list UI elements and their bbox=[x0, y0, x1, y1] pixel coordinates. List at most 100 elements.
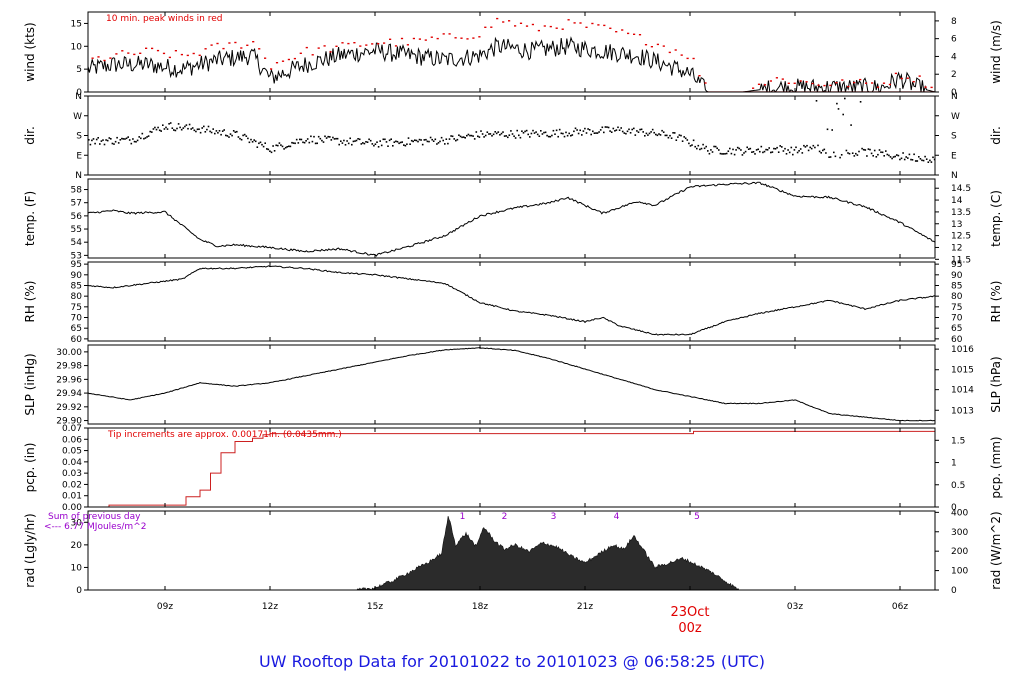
dir-point bbox=[500, 132, 503, 135]
dir-point bbox=[921, 159, 923, 162]
dir-point bbox=[590, 133, 592, 136]
dir-point bbox=[451, 135, 454, 138]
dir-point bbox=[851, 152, 854, 154]
dir-point bbox=[751, 151, 753, 153]
dir-point bbox=[368, 138, 370, 141]
dir-point bbox=[850, 124, 852, 126]
dir-point bbox=[284, 146, 287, 149]
peak-mark bbox=[281, 60, 285, 62]
dir-point bbox=[193, 129, 196, 132]
dir-point bbox=[810, 147, 813, 150]
dir-point bbox=[812, 144, 815, 147]
peak-mark bbox=[555, 27, 558, 29]
dir-point bbox=[604, 126, 607, 128]
dir-point bbox=[796, 151, 799, 154]
dir-point bbox=[253, 139, 255, 141]
dir-point bbox=[696, 147, 698, 150]
dir-point bbox=[886, 153, 889, 156]
dir-point bbox=[428, 140, 430, 143]
left-tick-label: 55 bbox=[71, 225, 82, 235]
left-tick-label: 29.92 bbox=[56, 403, 82, 413]
peak-mark bbox=[412, 37, 415, 40]
left-tick-label: 57 bbox=[71, 199, 82, 209]
dir-point bbox=[777, 151, 780, 153]
dir-point bbox=[833, 151, 835, 154]
peak-mark bbox=[763, 84, 767, 86]
dir-point bbox=[308, 141, 311, 144]
dir-point bbox=[431, 138, 433, 141]
peak-mark bbox=[847, 85, 850, 88]
dir-point bbox=[310, 135, 312, 138]
annotation-pcp: Tip increments are approx. 0.00171in. (0… bbox=[107, 430, 342, 440]
dir-point bbox=[618, 129, 621, 131]
dir-point bbox=[248, 141, 251, 144]
dir-point bbox=[450, 135, 452, 137]
dir-point bbox=[117, 142, 120, 144]
peak-mark bbox=[561, 28, 564, 30]
dir-point bbox=[916, 160, 919, 162]
dir-point bbox=[760, 145, 763, 148]
dir-point bbox=[763, 150, 766, 153]
dir-point bbox=[864, 149, 867, 151]
dir-point bbox=[313, 135, 315, 138]
left-tick-label: S bbox=[76, 132, 82, 142]
dir-point bbox=[900, 157, 903, 160]
dir-point bbox=[793, 149, 796, 151]
dir-point bbox=[730, 152, 733, 155]
dir-point bbox=[623, 132, 626, 134]
dir-point bbox=[221, 130, 224, 132]
dir-point bbox=[125, 137, 128, 140]
left-tick-label: 56 bbox=[71, 212, 83, 222]
series-line-wind bbox=[88, 36, 935, 92]
dir-point bbox=[217, 132, 219, 134]
dir-point bbox=[844, 97, 846, 100]
dir-point bbox=[880, 151, 882, 153]
right-tick-label: 300 bbox=[951, 528, 968, 538]
peak-mark bbox=[91, 57, 94, 59]
peak-mark bbox=[573, 22, 576, 24]
x-tick-label: 12z bbox=[262, 602, 278, 612]
left-tick-label: 30.00 bbox=[56, 348, 82, 358]
peak-mark bbox=[603, 24, 606, 27]
right-tick-label: 80 bbox=[951, 292, 963, 302]
panel-frame-rad bbox=[87, 510, 936, 591]
left-tick-label: 58 bbox=[71, 186, 83, 196]
dir-point bbox=[382, 138, 385, 141]
dir-point bbox=[412, 140, 414, 143]
dir-point bbox=[581, 134, 583, 136]
dir-point bbox=[577, 132, 580, 135]
dir-point bbox=[795, 146, 797, 149]
plot-area-rh bbox=[88, 265, 935, 336]
dir-point bbox=[488, 133, 490, 135]
dir-point bbox=[369, 139, 372, 142]
dir-point bbox=[329, 136, 331, 138]
left-tick-label: 85 bbox=[71, 281, 82, 291]
peak-mark bbox=[365, 44, 368, 46]
dir-point bbox=[357, 138, 359, 140]
peak-mark bbox=[567, 19, 570, 21]
dir-point bbox=[306, 138, 309, 140]
peak-mark bbox=[389, 38, 392, 40]
dir-point bbox=[781, 146, 783, 148]
dir-point bbox=[324, 135, 326, 138]
peak-mark bbox=[662, 45, 665, 47]
dir-point bbox=[896, 154, 898, 156]
dir-point bbox=[229, 133, 232, 135]
left-tick-label: 29.96 bbox=[56, 375, 82, 385]
dir-point bbox=[234, 131, 237, 133]
dir-point bbox=[933, 158, 935, 161]
dir-point bbox=[105, 139, 107, 141]
dir-point bbox=[744, 150, 747, 153]
dir-point bbox=[549, 135, 552, 138]
dir-point bbox=[494, 131, 496, 133]
peak-mark bbox=[311, 54, 314, 56]
dir-point bbox=[677, 136, 679, 138]
peak-mark bbox=[799, 80, 802, 82]
dir-point bbox=[423, 139, 426, 141]
dir-point bbox=[180, 128, 183, 131]
dir-point bbox=[374, 143, 377, 145]
peak-mark bbox=[347, 42, 350, 45]
dir-point bbox=[747, 148, 750, 150]
dir-point bbox=[914, 160, 917, 162]
